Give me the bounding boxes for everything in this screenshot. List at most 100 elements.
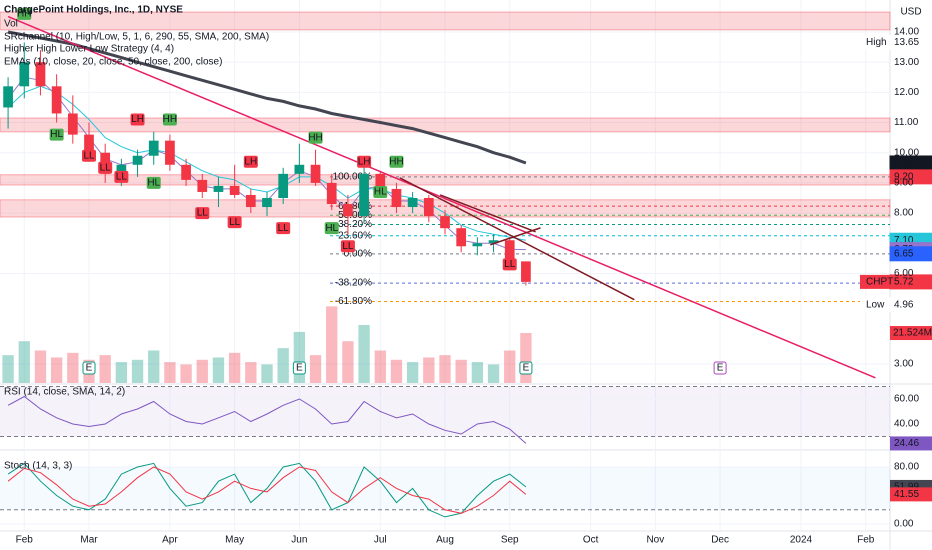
volume-bar [18, 341, 30, 383]
candle-body [197, 179, 208, 192]
fib-label: 38.20% [338, 219, 372, 230]
pivot-label: LH [358, 156, 371, 167]
symbol-title: ChargePoint Holdings, Inc., 1D, NYSE [4, 5, 183, 16]
price-badge-label: 6.65 [894, 248, 914, 259]
pivot-label: HH [163, 114, 177, 125]
x-tick-label: Sep [501, 535, 519, 546]
candle-body [148, 140, 159, 156]
pivot-marker [373, 185, 388, 198]
value-badge-label: 24.46 [894, 438, 919, 449]
y-tick-label: 6.00 [894, 268, 914, 279]
candle-body [343, 204, 353, 217]
x-tick-label: Oct [583, 535, 599, 546]
pivot-label: LL [504, 259, 516, 270]
pivot-marker [357, 155, 372, 168]
event-label: E [717, 363, 724, 374]
price-badge [889, 169, 932, 185]
candle-body [278, 173, 289, 198]
sr-zone [0, 117, 891, 133]
x-tick-label: Jul [374, 535, 387, 546]
candle-body [35, 62, 46, 87]
volume-bar [261, 364, 273, 383]
volume-bar [293, 331, 306, 383]
value-badge [890, 436, 932, 451]
value-badge-label: 41.55 [894, 489, 919, 500]
badge-name-bg [860, 274, 890, 289]
candle-body [472, 243, 483, 247]
fib-label: 50.00% [338, 210, 372, 221]
candle-body [165, 140, 175, 165]
x-tick-label: 2024 [790, 535, 813, 546]
volume-bar [228, 352, 241, 383]
legend-entry: Higher High Lower Low Strategy (4, 4) [4, 44, 174, 55]
volume-bar [406, 362, 419, 383]
background-layer [0, 0, 891, 530]
pivot-label: HL [325, 223, 338, 234]
event-marker [519, 361, 533, 375]
candle-body [67, 113, 78, 135]
x-tick-label: May [225, 535, 244, 546]
candle-body [359, 173, 369, 217]
pivot-label: LH [244, 156, 257, 167]
pivot-marker [502, 258, 517, 271]
pivot-marker [114, 170, 129, 183]
trend-line [490, 227, 541, 246]
price-badge-label: 9.20 [894, 172, 914, 183]
volume-bar [326, 306, 338, 383]
candle-body [181, 164, 191, 180]
pivot-label: HH [308, 132, 322, 143]
sr-zone [0, 174, 891, 186]
badge-name: High [866, 37, 887, 48]
candle-body [213, 185, 224, 192]
pivot-marker [243, 155, 258, 168]
x-tick-label: Jun [291, 535, 307, 546]
pivot-label: HL [50, 129, 63, 140]
candle-body [229, 185, 240, 195]
pivot-marker [17, 7, 32, 20]
y-tick-label: 10.00 [894, 147, 919, 158]
volume-bar [390, 359, 403, 383]
y-tick-label: 0.00 [894, 519, 914, 530]
volume-bar [504, 350, 516, 383]
event-marker [292, 361, 306, 375]
x-tick-label: Nov [646, 535, 664, 546]
pivot-marker [227, 216, 242, 229]
pivot-label: LL [342, 241, 354, 252]
pivot-marker [98, 161, 113, 174]
pivot-label: LL [197, 208, 209, 219]
pivot-marker [276, 222, 291, 235]
volume-bar [99, 355, 111, 383]
volume-bar [131, 359, 144, 383]
candle-body [3, 86, 13, 108]
pivot-label: HL [147, 178, 160, 189]
price-badge [889, 246, 932, 262]
pivot-label: LL [116, 172, 128, 183]
x-tick-label: Apr [162, 535, 178, 546]
stoch-band [0, 466, 890, 510]
x-tick-label: Feb [857, 535, 875, 546]
event-marker [713, 361, 727, 375]
pivot-label: HH [17, 9, 31, 20]
pivot-label: LL [83, 150, 95, 161]
price-badge-label: 4.96 [894, 299, 914, 310]
volume-bar [277, 348, 289, 383]
stoch-line [7, 466, 527, 514]
volume-bar [487, 364, 500, 383]
price-badge-label: 9.66 [894, 158, 914, 169]
candle-body [456, 228, 467, 247]
candle-body [440, 216, 450, 229]
pivot-label: HH [389, 156, 403, 167]
trend-line [439, 194, 536, 233]
sr-zone [0, 11, 891, 31]
y-tick-label: 3.00 [894, 359, 914, 370]
y-tick-label: 14.00 [894, 27, 919, 38]
legend-entry: SRchannel (10, High/Low, 5, 1, 6, 290, 5… [4, 32, 269, 43]
price-badge-label: 5.72 [894, 277, 914, 288]
pivot-marker [82, 149, 96, 162]
volume-bar [342, 341, 354, 383]
volume-bar [245, 362, 257, 383]
pivot-label: LH [131, 114, 144, 125]
pivot-marker [162, 113, 177, 126]
candle-body [310, 164, 321, 183]
